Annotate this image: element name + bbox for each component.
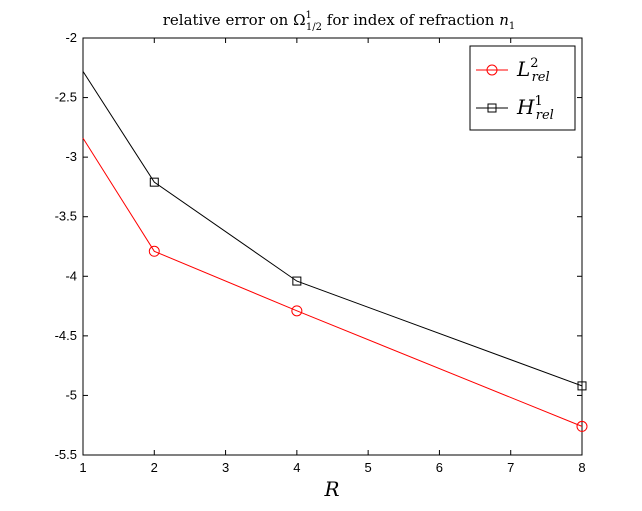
y-tick-labels: -2 -2.5 -3 -3.5 -4 -4.5 -5 -5.5 (55, 30, 77, 462)
title-n-sub: 1 (509, 21, 515, 32)
legend-h1-name: H (516, 95, 535, 119)
y-tick-label: -4.5 (55, 328, 77, 343)
data-point-h (292, 276, 302, 286)
y-tick-label: -2.5 (55, 90, 77, 105)
y-tick-label: -5 (65, 387, 77, 402)
x-tick-label: 1 (79, 460, 86, 475)
y-tick-label: -3.5 (55, 209, 77, 224)
title-prefix: relative error on (163, 11, 293, 29)
title-middle: for index of refraction (322, 11, 499, 29)
series-layer (82, 71, 588, 432)
legend-h1-sub: rel (536, 108, 554, 123)
y-tick-label: -2 (65, 30, 77, 45)
x-tick-label: 2 (151, 460, 158, 475)
axis-ticks (82, 37, 583, 456)
legend-l2-sub: rel (532, 70, 550, 85)
x-tick-label: 8 (578, 460, 585, 475)
x-axis-label: R (323, 477, 339, 501)
x-tick-label: 4 (293, 460, 300, 475)
title-omega-sub: 1/2 (306, 22, 322, 33)
chart-title: relative error on Ω1 1/2 for index of ref… (163, 10, 516, 33)
legend: L2 rel H1 rel (469, 45, 576, 131)
legend-h1-sup: 1 (534, 94, 542, 109)
y-tick-label: -4 (65, 268, 77, 283)
legend-l2-sup: 2 (530, 56, 538, 71)
data-point-h (577, 381, 587, 391)
x-tick-label: 6 (436, 460, 443, 475)
data-point-l (576, 420, 588, 432)
legend-h1-marker (487, 103, 497, 113)
x-tick-label: 7 (507, 460, 514, 475)
title-n: n (499, 11, 509, 29)
x-tick-labels: 1 2 3 4 5 6 7 8 (79, 460, 585, 475)
legend-l2-name: L (516, 57, 530, 81)
x-tick-label: 3 (222, 460, 229, 475)
data-point-h (149, 177, 159, 187)
data-point-l (291, 305, 303, 317)
data-point-l (148, 245, 160, 257)
legend-l2-label: L2 rel (516, 56, 550, 85)
y-tick-label: -5.5 (55, 447, 77, 462)
x-tick-label: 5 (365, 460, 372, 475)
legend-l2-marker (486, 64, 498, 76)
y-tick-label: -3 (65, 149, 77, 164)
series-line-l (82, 137, 583, 427)
title-omega-sup: 1 (306, 10, 312, 21)
legend-h1-label: H1 rel (516, 94, 554, 123)
legend-box (469, 45, 576, 131)
series-line-h (82, 71, 583, 387)
title-omega: Ω (293, 11, 305, 29)
